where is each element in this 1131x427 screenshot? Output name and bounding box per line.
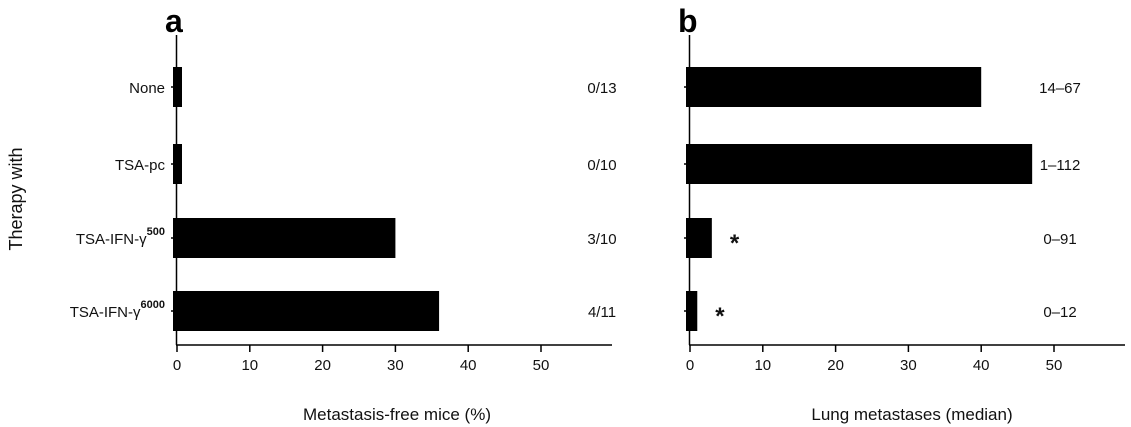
bar [686,144,1033,184]
category-label: TSA-pc [115,157,166,174]
bar [686,67,982,107]
y-axis-label: Therapy with [6,147,26,250]
bar [173,218,396,258]
panel-a: a 0 10 20 30 40 50 Metastasis-free mice (%) 0/13… [6,3,617,424]
x-tick-label: 20 [827,357,844,374]
x-tick-label: 10 [754,357,771,374]
x-tick-label: 30 [387,357,404,374]
bar [173,291,440,331]
x-tick-label: 50 [1046,357,1063,374]
bar-annotation: 1–112 [1040,157,1081,174]
x-tick-label: 50 [533,357,550,374]
bar-annotation: 0–91 [1043,231,1076,248]
x-axis-label: Metastasis-free mice (%) [303,405,491,424]
significance-marker: * [730,230,740,257]
category-label: TSA-IFN-γ500 [76,226,165,248]
category-label: TSA-IFN-γ6000 [70,299,165,321]
x-tick-label: 0 [686,357,694,374]
bar [173,67,182,107]
x-tick-label: 30 [900,357,917,374]
x-tick-label: 20 [314,357,331,374]
bar [173,144,182,184]
bar-annotation: 0–12 [1043,304,1076,321]
x-tick-label: 40 [460,357,477,374]
bar-annotation: 14–67 [1039,80,1081,97]
x-tick-label: 10 [241,357,258,374]
bar-annotation: 3/10 [587,231,616,248]
panel-letter: a [165,3,183,39]
panel-letter: b [678,3,698,39]
bar-annotation: 4/11 [588,304,616,321]
bar-annotation: 0/13 [587,80,616,97]
bar-annotation: 0/10 [587,157,616,174]
bar [686,291,698,331]
x-tick-label: 0 [173,357,181,374]
category-label: None [129,80,165,97]
bar [686,218,712,258]
x-tick-label: 40 [973,357,990,374]
x-axis-label: Lung metastases (median) [811,405,1012,424]
panel-b: b 0 10 20 30 40 50 Lung metastases (median) 14–6… [678,3,1125,424]
significance-marker: * [715,303,725,330]
